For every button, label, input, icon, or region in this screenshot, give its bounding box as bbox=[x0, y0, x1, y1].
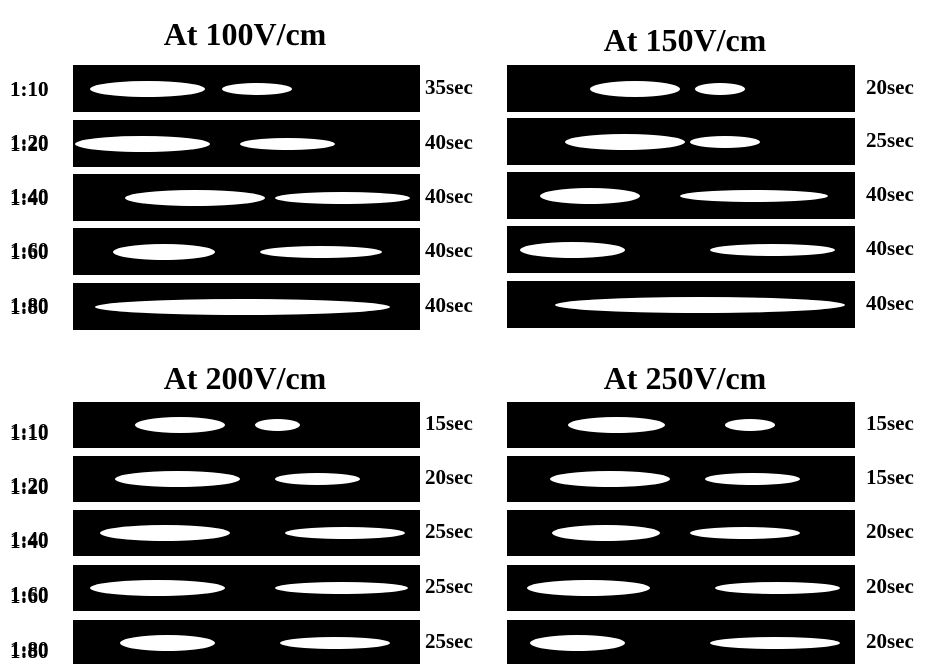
band bbox=[120, 635, 215, 651]
time-label: 40sec bbox=[425, 130, 473, 154]
gel-image bbox=[507, 402, 855, 448]
time-label: 40sec bbox=[866, 291, 914, 315]
band bbox=[255, 419, 300, 431]
band bbox=[527, 580, 650, 596]
band bbox=[520, 242, 625, 258]
time-label: 25sec bbox=[425, 629, 473, 653]
ratio-label: 1:60 bbox=[10, 238, 49, 262]
gel-image bbox=[73, 174, 420, 221]
band bbox=[75, 136, 210, 152]
band bbox=[90, 81, 205, 97]
band bbox=[240, 138, 335, 150]
time-label: 40sec bbox=[425, 238, 473, 262]
time-label: 40sec bbox=[425, 293, 473, 317]
gel-image bbox=[507, 510, 855, 556]
ratio-label: 1:40 bbox=[10, 184, 49, 208]
gel-image bbox=[507, 620, 855, 664]
figure: At 100V/cm 1:10 35sec 1:20 40sec 1:40 40sec 1:6… bbox=[0, 0, 930, 664]
band bbox=[95, 299, 390, 315]
ratio-label: 1:40 bbox=[10, 527, 49, 551]
time-label: 20sec bbox=[866, 75, 914, 99]
gel-image bbox=[73, 510, 420, 556]
time-label: 15sec bbox=[866, 465, 914, 489]
band bbox=[715, 582, 840, 594]
time-label: 25sec bbox=[425, 574, 473, 598]
band bbox=[710, 637, 840, 649]
band bbox=[568, 417, 665, 433]
time-label: 20sec bbox=[866, 574, 914, 598]
band bbox=[125, 190, 265, 206]
band bbox=[280, 637, 390, 649]
time-label: 15sec bbox=[425, 411, 473, 435]
band bbox=[550, 471, 670, 487]
band bbox=[275, 192, 410, 204]
ratio-label: 1:60 bbox=[10, 582, 49, 606]
gel-image bbox=[73, 456, 420, 502]
band bbox=[695, 83, 745, 95]
gel-image bbox=[73, 228, 420, 275]
gel-image bbox=[507, 172, 855, 219]
band bbox=[590, 81, 680, 97]
ratio-label: 1:20 bbox=[10, 130, 49, 154]
panel-title: At 200V/cm bbox=[164, 360, 327, 396]
time-label: 15sec bbox=[866, 411, 914, 435]
gel-image bbox=[507, 565, 855, 611]
band bbox=[565, 134, 685, 150]
band bbox=[222, 83, 292, 95]
band bbox=[680, 190, 828, 202]
panel-title: At 250V/cm bbox=[604, 360, 767, 396]
band bbox=[555, 297, 845, 313]
gel-image bbox=[507, 456, 855, 502]
time-label: 40sec bbox=[866, 236, 914, 260]
gel-image bbox=[73, 402, 420, 448]
time-label: 40sec bbox=[425, 184, 473, 208]
band bbox=[705, 473, 800, 485]
band bbox=[275, 582, 408, 594]
band bbox=[530, 635, 625, 651]
time-label: 40sec bbox=[866, 182, 914, 206]
panel-title: At 100V/cm bbox=[164, 16, 327, 52]
band bbox=[552, 525, 660, 541]
panel-title: At 150V/cm bbox=[604, 22, 767, 58]
gel-image bbox=[73, 65, 420, 112]
gel-image bbox=[507, 226, 855, 273]
band bbox=[540, 188, 640, 204]
time-label: 25sec bbox=[866, 128, 914, 152]
gel-image bbox=[507, 65, 855, 112]
band bbox=[90, 580, 225, 596]
band bbox=[285, 527, 405, 539]
band bbox=[113, 244, 215, 260]
band bbox=[275, 473, 360, 485]
time-label: 35sec bbox=[425, 75, 473, 99]
time-label: 20sec bbox=[866, 629, 914, 653]
band bbox=[100, 525, 230, 541]
gel-image bbox=[73, 565, 420, 611]
band bbox=[710, 244, 835, 256]
gel-image bbox=[73, 620, 420, 664]
ratio-label: 1:10 bbox=[10, 77, 49, 101]
band bbox=[135, 417, 225, 433]
ratio-label: 1:80 bbox=[10, 637, 49, 661]
gel-image bbox=[507, 281, 855, 328]
gel-image bbox=[73, 120, 420, 167]
band bbox=[260, 246, 382, 258]
band bbox=[725, 419, 775, 431]
ratio-label: 1:80 bbox=[10, 293, 49, 317]
time-label: 20sec bbox=[425, 465, 473, 489]
time-label: 20sec bbox=[866, 519, 914, 543]
band bbox=[690, 527, 800, 539]
time-label: 25sec bbox=[425, 519, 473, 543]
ratio-label: 1:10 bbox=[10, 419, 49, 443]
ratio-label: 1:20 bbox=[10, 473, 49, 497]
band bbox=[115, 471, 240, 487]
gel-image bbox=[73, 283, 420, 330]
band bbox=[690, 136, 760, 148]
gel-image bbox=[507, 118, 855, 165]
